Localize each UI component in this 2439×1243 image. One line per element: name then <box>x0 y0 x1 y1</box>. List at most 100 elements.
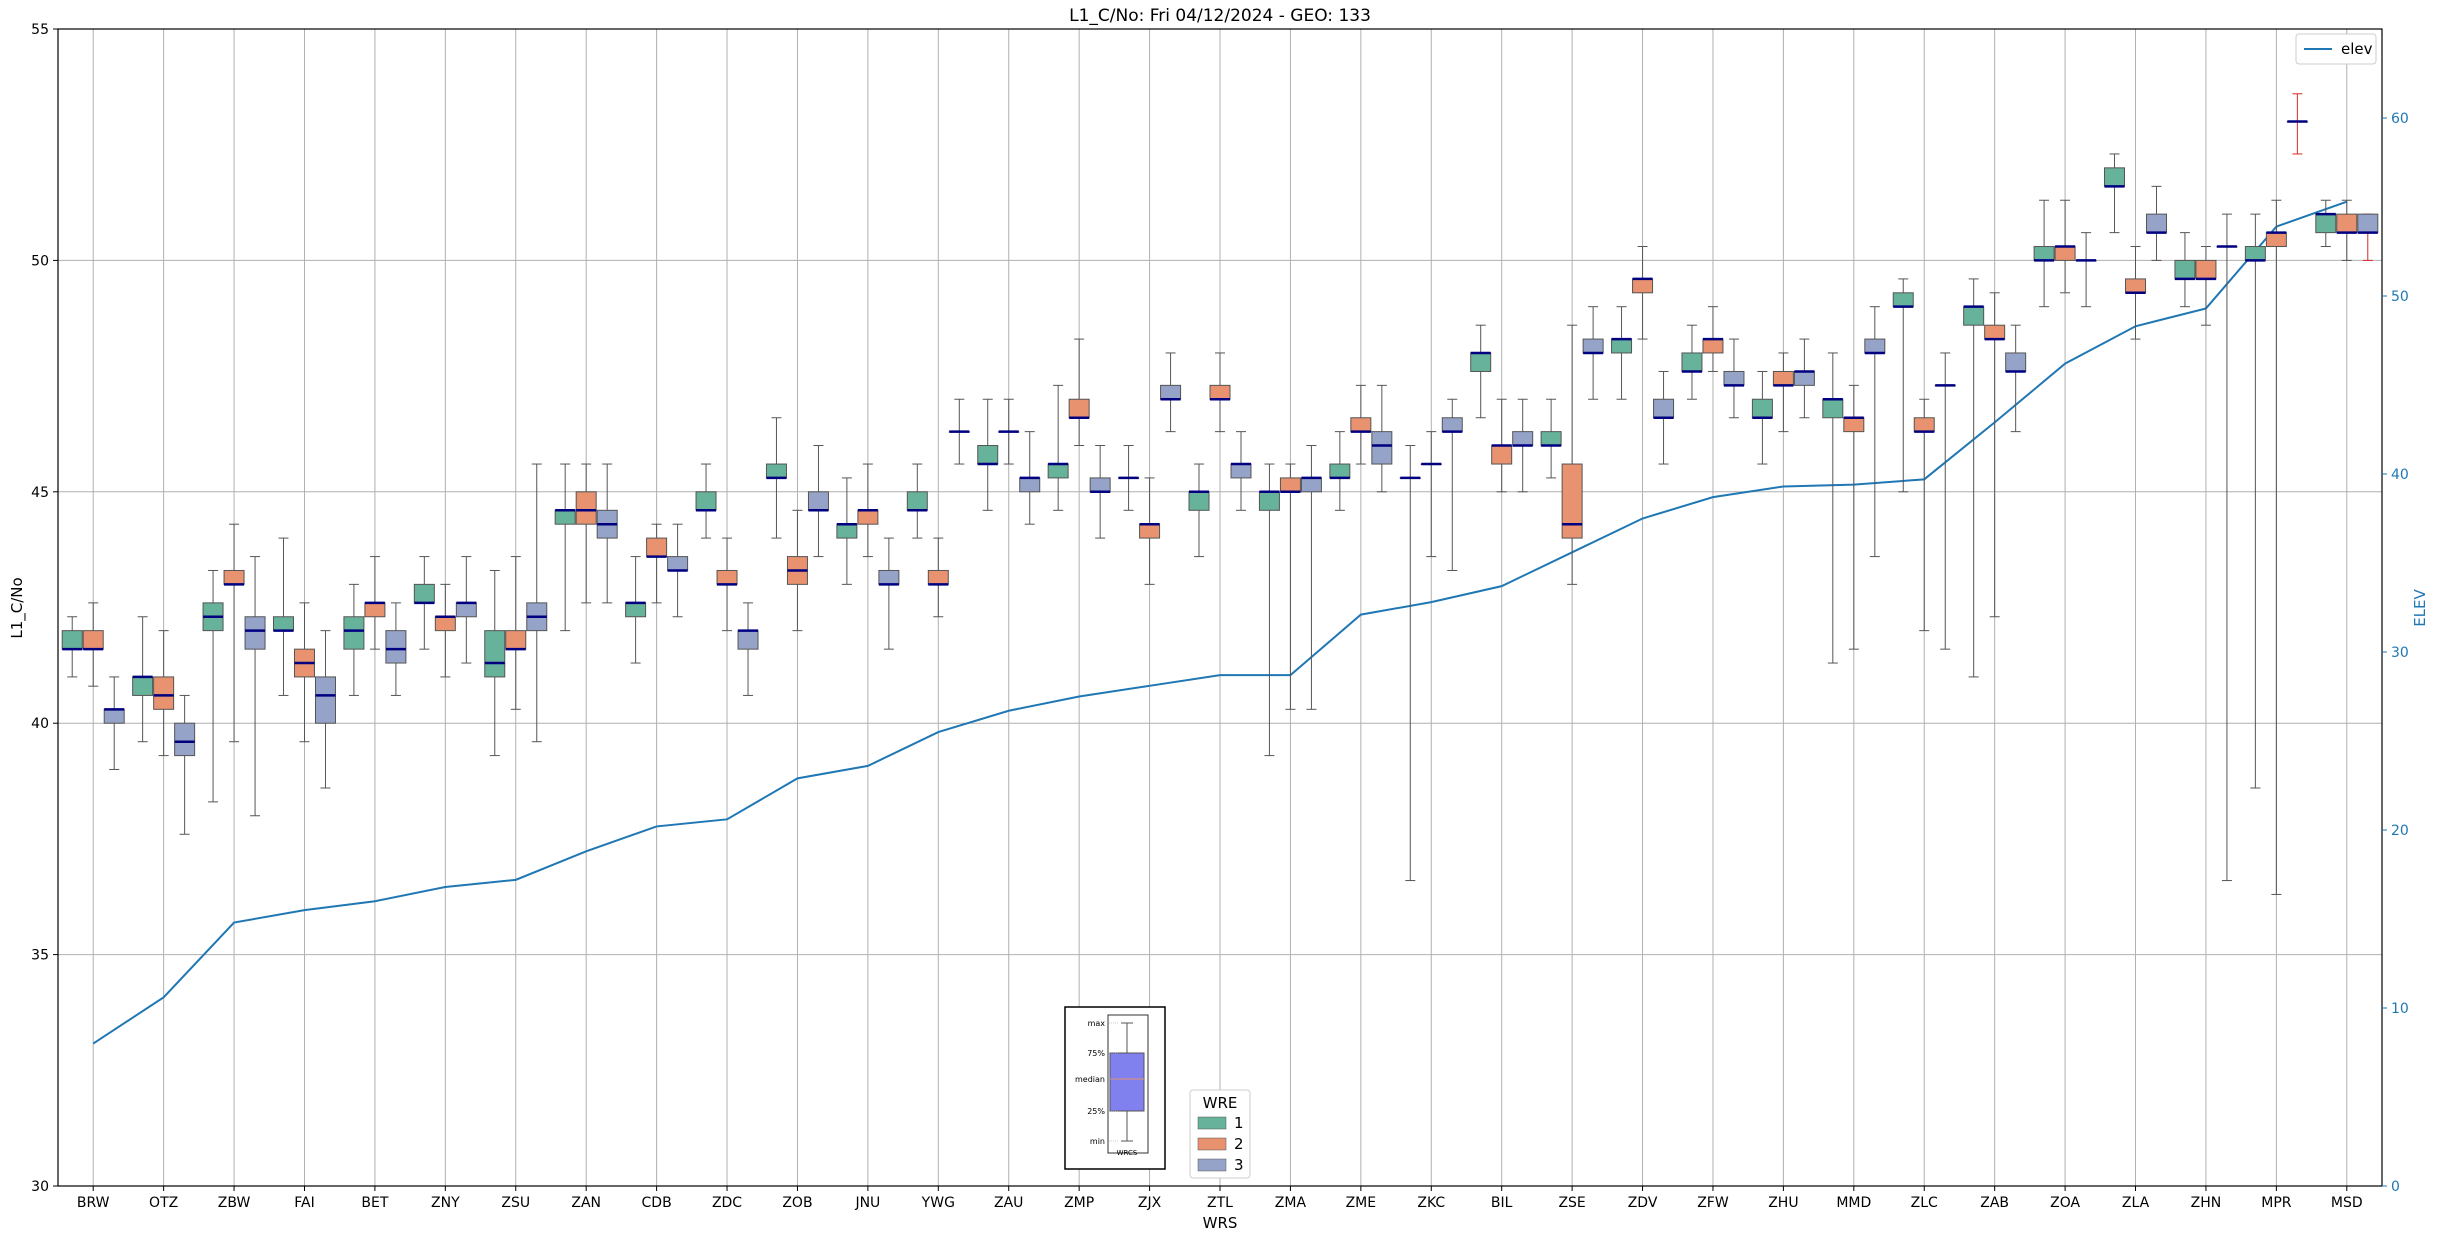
box-ZNY-wre1 <box>413 556 435 650</box>
box-ZAU-wre2 <box>998 398 1020 465</box>
box-ZSE-wre2 <box>1561 324 1583 585</box>
box-iqr <box>455 602 477 618</box>
box-MMD-wre1 <box>1822 352 1844 664</box>
box-ZME-wre2 <box>1350 384 1372 465</box>
box-iqr <box>413 583 435 604</box>
legend-wre-title: WRE <box>1203 1094 1238 1112</box>
box-iqr <box>2265 232 2287 248</box>
legend-wre: WRE 1 2 3 <box>1189 1089 1251 1179</box>
box-ZTL-wre3 <box>1230 431 1252 511</box>
y2-tick-label: 20 <box>2391 823 2409 839</box>
box-ZLA-wre3 <box>2146 185 2168 261</box>
box-iqr <box>906 491 928 511</box>
box-ZJX-wre3 <box>1160 352 1182 433</box>
box-iqr <box>2195 259 2217 280</box>
box-CDB-wre1 <box>625 556 647 664</box>
x-tick-label: ZLA <box>2122 1195 2150 1211</box>
box-ZAU-wre3 <box>1019 431 1041 525</box>
box-FAI-wre2 <box>293 602 315 743</box>
box-iqr <box>857 509 879 525</box>
box-ZDV-wre1 <box>1611 306 1633 400</box>
x-tick-label: ZAN <box>571 1195 601 1211</box>
box-BRW-wre2 <box>82 602 104 687</box>
box-BET-wre3 <box>385 602 407 696</box>
box-iqr <box>765 463 787 479</box>
y-tick-label: 35 <box>31 948 49 964</box>
box-iqr <box>2104 167 2126 187</box>
box-YWG-wre3 <box>948 398 970 465</box>
box-iqr <box>1230 463 1252 479</box>
box-key-label: max <box>1088 1019 1106 1028</box>
box-iqr <box>1772 370 1794 386</box>
x-tick-label: ZSE <box>1558 1195 1585 1211</box>
box-ZMA-wre1 <box>1258 463 1280 757</box>
box-MMD-wre3 <box>1864 306 1886 558</box>
box-ZFW-wre3 <box>1723 338 1745 419</box>
box-iqr <box>575 491 597 525</box>
box-iqr <box>554 509 576 525</box>
box-iqr <box>695 491 717 511</box>
legend-wre-swatch <box>1197 1116 1227 1130</box>
box-iqr <box>1702 338 1724 354</box>
box-iqr <box>807 491 829 511</box>
box-key-label: median <box>1075 1075 1105 1084</box>
box-iqr <box>1540 431 1562 447</box>
x-tick-label: MPR <box>2261 1195 2292 1211</box>
x-tick-label: ZKC <box>1417 1195 1445 1211</box>
box-iqr <box>272 616 294 632</box>
box-iqr <box>1371 431 1393 465</box>
x-tick-label: ZLC <box>1911 1195 1938 1211</box>
y-axis-label: L1_C/No <box>8 577 27 638</box>
box-ZHU-wre3 <box>1793 338 1815 419</box>
y2-tick-label: 10 <box>2391 1001 2409 1017</box>
box-iqr <box>1864 338 1886 354</box>
box-iqr <box>1019 477 1041 493</box>
x-tick-label: BIL <box>1491 1195 1513 1211</box>
box-iqr <box>343 616 365 650</box>
x-tick-label: ZAB <box>1980 1195 2009 1211</box>
box-iqr <box>132 676 154 696</box>
legend-wre-frame <box>1189 1089 1251 1179</box>
box-MSD-wre2 <box>2336 199 2358 261</box>
box-CDB-wre2 <box>646 523 668 604</box>
box-iqr <box>2174 259 2196 280</box>
box-iqr <box>2005 352 2027 372</box>
box-ZLA-wre2 <box>2125 246 2147 340</box>
chart-title: L1_C/No: Fri 04/12/2024 - GEO: 133 <box>1069 6 1371 26</box>
box-iqr <box>2125 278 2147 294</box>
box-ZLA-wre1 <box>2104 153 2126 234</box>
box-iqr <box>737 630 759 650</box>
box-ZDC-wre2 <box>716 537 738 632</box>
box-iqr <box>1350 417 1372 433</box>
box-ZAN-wre2 <box>575 463 597 604</box>
box-FAI-wre3 <box>314 630 336 789</box>
box-MMD-wre2 <box>1843 384 1865 650</box>
box-BIL-wre1 <box>1470 324 1492 419</box>
box-iqr <box>244 616 266 650</box>
box-ZBW-wre2 <box>223 523 245 743</box>
x-tick-label: ZBW <box>218 1195 251 1211</box>
axis-layer: BRW OTZ ZBW FAI BET ZNY ZSU ZAN CDB ZDC ZOB JNU YWG Z… <box>31 22 2409 1211</box>
box-ZDV-wre2 <box>1632 246 1654 340</box>
box-ZSE-wre1 <box>1540 398 1562 479</box>
box-iqr <box>1491 445 1513 465</box>
box-ZOB-wre3 <box>807 445 829 558</box>
box-iqr <box>1279 477 1301 493</box>
y-tick-label: 40 <box>31 716 49 732</box>
y2-tick-label: 0 <box>2391 1179 2400 1195</box>
box-MPR-wre2 <box>2265 199 2287 895</box>
y2-tick-label: 40 <box>2391 467 2409 483</box>
box-iqr <box>667 556 689 571</box>
box-ZKC-wre3 <box>1441 398 1463 571</box>
box-ZJX-wre1 <box>1118 445 1140 511</box>
box-ZHU-wre2 <box>1772 352 1794 433</box>
box-iqr <box>174 722 196 757</box>
x-tick-label: ZOB <box>782 1195 812 1211</box>
elev-layer <box>92 200 2348 1045</box>
box-ZAB-wre3 <box>2005 324 2027 433</box>
box-ZDC-wre3 <box>737 602 759 696</box>
box-ZOA-wre2 <box>2054 199 2076 294</box>
y2-axis-label: ELEV <box>2411 588 2429 626</box>
y-tick-label: 30 <box>31 1179 49 1195</box>
box-iqr <box>1160 384 1182 400</box>
